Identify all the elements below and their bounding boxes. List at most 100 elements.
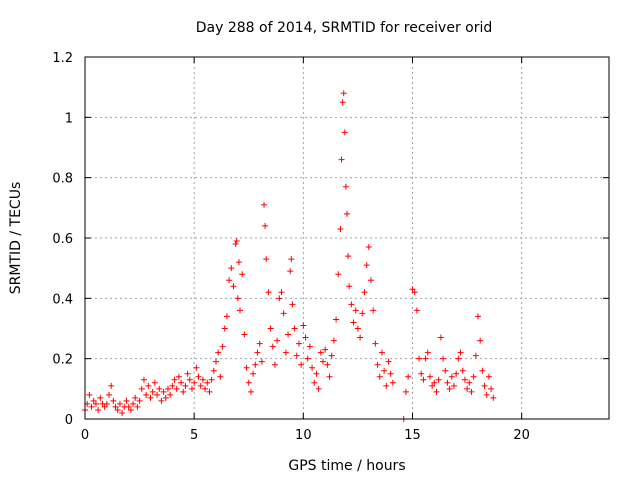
data-point xyxy=(125,403,132,410)
x-tick-label: 15 xyxy=(404,428,421,443)
data-point xyxy=(431,379,438,386)
data-point xyxy=(416,355,423,362)
data-point xyxy=(319,358,326,365)
data-point xyxy=(116,400,123,407)
data-point xyxy=(472,352,479,359)
data-point xyxy=(339,99,346,106)
data-point xyxy=(304,355,311,362)
data-point xyxy=(354,325,361,332)
data-point xyxy=(420,376,427,383)
data-point xyxy=(315,385,322,392)
data-point xyxy=(235,259,242,266)
data-point xyxy=(418,370,425,377)
data-point xyxy=(258,358,265,365)
data-point xyxy=(348,301,355,308)
data-point xyxy=(293,352,300,359)
data-point xyxy=(363,262,370,269)
x-tick-label: 10 xyxy=(295,428,312,443)
axis-ticks: 0 5 10 15 20 0 0.2 0.4 0.6 0.8 1 1.2 xyxy=(52,51,609,443)
data-point xyxy=(350,319,357,326)
data-point xyxy=(110,397,117,404)
data-point xyxy=(239,271,246,278)
data-point xyxy=(204,379,211,386)
data-point xyxy=(435,376,442,383)
data-point xyxy=(149,388,156,395)
data-point xyxy=(140,376,147,383)
y-tick-label: 0.4 xyxy=(52,292,73,307)
data-point xyxy=(221,325,228,332)
data-point xyxy=(317,349,324,356)
data-point xyxy=(106,391,113,398)
data-point xyxy=(202,385,209,392)
data-point xyxy=(95,406,102,413)
data-point xyxy=(263,256,270,263)
data-point xyxy=(470,373,477,380)
data-point xyxy=(178,379,185,386)
data-point xyxy=(228,265,235,272)
data-point xyxy=(306,343,313,350)
data-point xyxy=(247,388,254,395)
data-point xyxy=(302,334,309,341)
data-point xyxy=(261,201,268,208)
data-point xyxy=(173,385,180,392)
data-point xyxy=(175,373,182,380)
data-point xyxy=(413,307,420,314)
data-point xyxy=(210,367,217,374)
data-point xyxy=(477,337,484,344)
data-point xyxy=(103,400,110,407)
data-point xyxy=(134,403,141,410)
data-point xyxy=(193,364,200,371)
data-point xyxy=(90,397,97,404)
data-point xyxy=(330,337,337,344)
data-point xyxy=(269,343,276,350)
data-point xyxy=(328,352,335,359)
data-point xyxy=(254,349,261,356)
data-point xyxy=(167,391,174,398)
data-point xyxy=(405,373,412,380)
data-point xyxy=(287,268,294,275)
y-tick-label: 0.6 xyxy=(52,232,73,247)
data-point xyxy=(326,373,333,380)
data-point xyxy=(158,397,165,404)
data-point xyxy=(475,313,481,320)
data-point xyxy=(466,379,473,386)
data-point xyxy=(88,403,95,410)
data-point xyxy=(186,376,193,383)
data-point xyxy=(341,129,348,136)
data-point xyxy=(289,301,296,308)
data-point xyxy=(342,183,349,190)
data-point xyxy=(450,382,457,389)
data-point xyxy=(479,367,486,374)
data-point xyxy=(490,394,497,401)
data-point xyxy=(324,361,331,368)
data-point xyxy=(411,289,418,296)
data-point xyxy=(481,382,488,389)
data-point xyxy=(446,385,453,392)
data-point xyxy=(433,388,440,395)
data-point xyxy=(151,379,158,386)
data-point xyxy=(383,382,390,389)
data-point xyxy=(156,385,163,392)
data-point xyxy=(295,340,302,347)
data-point xyxy=(274,337,281,344)
y-tick-label: 0 xyxy=(65,413,73,428)
data-point xyxy=(132,394,139,401)
data-point xyxy=(101,403,108,410)
data-point xyxy=(154,391,161,398)
data-point xyxy=(483,391,490,398)
y-tick-label: 1 xyxy=(65,111,73,126)
data-point xyxy=(108,382,115,389)
x-tick-label: 20 xyxy=(513,428,530,443)
data-point xyxy=(245,379,252,386)
data-point xyxy=(241,331,248,338)
grid-layer xyxy=(85,57,609,419)
data-point xyxy=(291,325,298,332)
data-point xyxy=(188,385,195,392)
data-point xyxy=(285,331,292,338)
data-point xyxy=(357,334,364,341)
chart-title: Day 288 of 2014, SRMTID for receiver ori… xyxy=(196,20,493,36)
data-point xyxy=(223,313,230,320)
y-tick-label: 1.2 xyxy=(52,51,73,66)
data-point xyxy=(359,310,366,317)
